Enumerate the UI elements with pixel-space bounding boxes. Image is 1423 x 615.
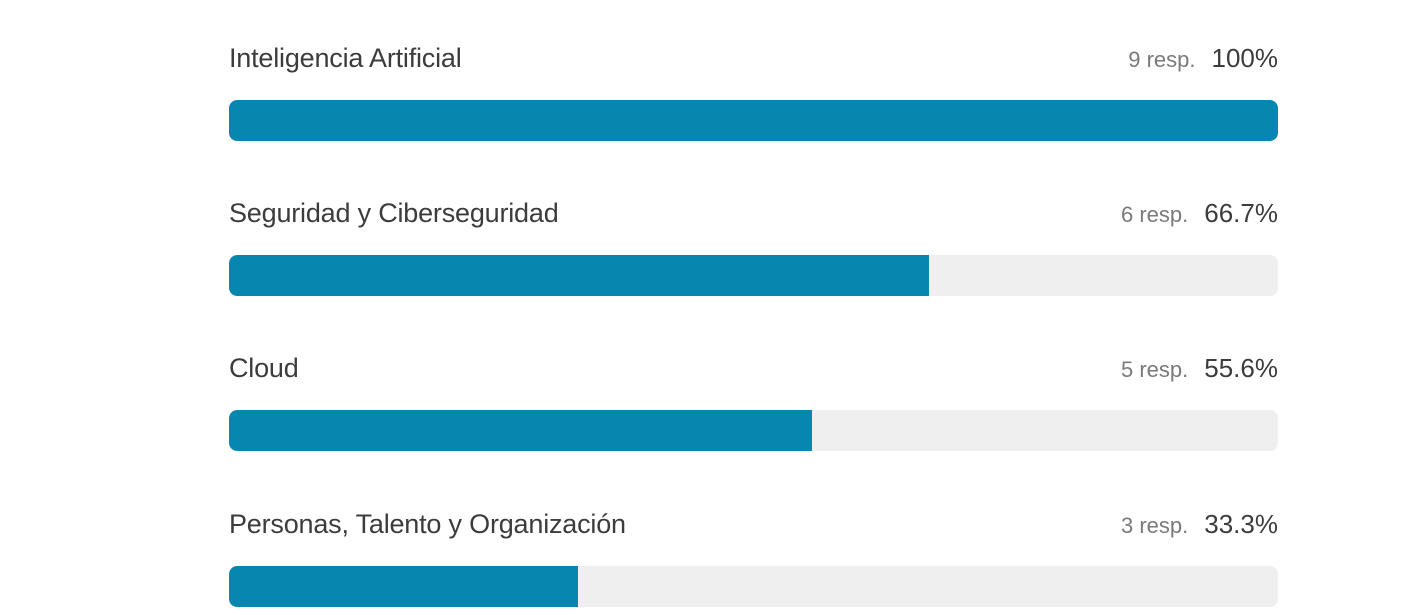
bar-fill	[229, 255, 929, 296]
poll-option-label: Cloud	[229, 353, 299, 383]
poll-option-row: Personas, Talento y Organización 3 resp.…	[229, 484, 1278, 609]
response-count: 9 resp.	[1128, 47, 1196, 72]
response-count: 5 resp.	[1121, 357, 1189, 382]
poll-option-row: Seguridad y Ciberseguridad 6 resp. 66.7%	[229, 173, 1278, 298]
poll-option-header: Personas, Talento y Organización 3 resp.…	[229, 506, 1278, 542]
poll-option-label: Inteligencia Artificial	[229, 43, 462, 73]
poll-option-row: Cloud 5 resp. 55.6%	[229, 328, 1278, 453]
poll-option-stats: 6 resp. 66.7%	[1121, 195, 1278, 233]
bar-fill	[229, 566, 579, 607]
poll-option-row: Inteligencia Artificial 9 resp. 100%	[229, 18, 1278, 143]
response-percent: 55.6%	[1204, 353, 1278, 383]
poll-option-stats: 9 resp. 100%	[1128, 40, 1278, 78]
response-percent: 66.7%	[1204, 198, 1278, 228]
bar-track	[229, 410, 1278, 451]
response-percent: 33.3%	[1204, 509, 1278, 539]
response-count: 3 resp.	[1121, 513, 1189, 538]
poll-option-header: Cloud 5 resp. 55.6%	[229, 350, 1278, 386]
bar-fill	[229, 410, 813, 451]
response-count: 6 resp.	[1121, 202, 1189, 227]
bar-track	[229, 566, 1278, 607]
response-percent: 100%	[1211, 43, 1279, 73]
poll-option-header: Inteligencia Artificial 9 resp. 100%	[229, 40, 1278, 76]
poll-option-header: Seguridad y Ciberseguridad 6 resp. 66.7%	[229, 195, 1278, 231]
bar-track	[229, 100, 1278, 141]
poll-option-label: Seguridad y Ciberseguridad	[229, 198, 559, 228]
poll-option-label: Personas, Talento y Organización	[229, 509, 626, 539]
bar-track	[229, 255, 1278, 296]
poll-option-stats: 5 resp. 55.6%	[1121, 350, 1278, 388]
bar-fill	[229, 100, 1278, 141]
poll-option-stats: 3 resp. 33.3%	[1121, 506, 1278, 544]
